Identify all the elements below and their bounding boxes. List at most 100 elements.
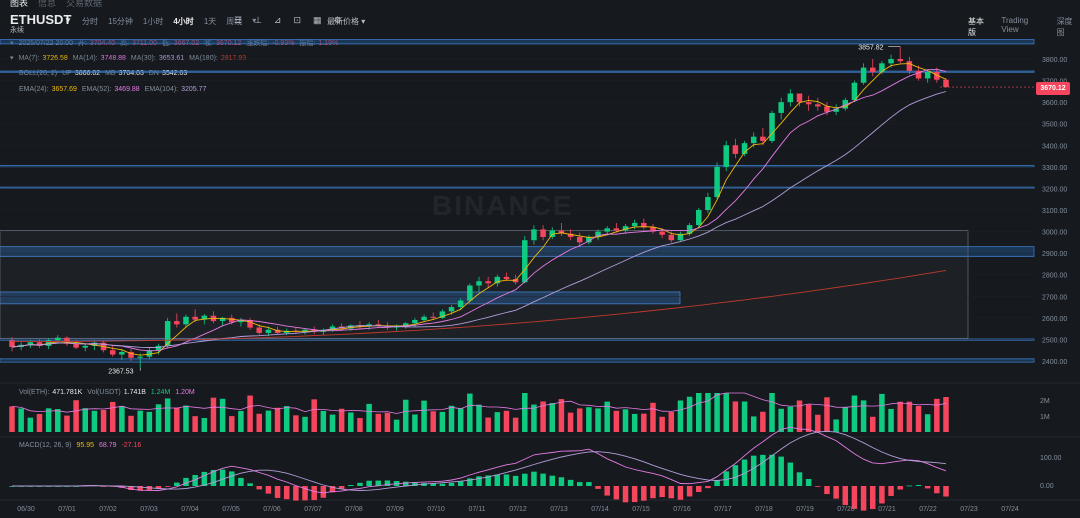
symbol-dropdown-icon[interactable]: ▼ — [64, 16, 72, 25]
interval-1h[interactable]: 1小时 — [142, 17, 164, 26]
candle-body — [869, 67, 876, 72]
interval-15m[interactable]: 15分钟 — [108, 17, 133, 26]
volume-bar — [238, 410, 244, 432]
candle-body — [494, 276, 501, 284]
fullscreen-icon[interactable]: ⊡ — [293, 15, 302, 25]
interval-1w[interactable]: 周线 — [226, 17, 243, 26]
macd-histogram-bar — [943, 486, 949, 497]
candle-body — [192, 316, 198, 320]
macd-histogram-bar — [879, 486, 885, 504]
x-tick-label: 07/20 — [837, 506, 855, 513]
candle-body — [36, 342, 43, 346]
macd-histogram-bar — [265, 486, 272, 494]
volume-bar — [146, 411, 153, 432]
candle-body — [82, 345, 89, 348]
interval-time[interactable]: 分时 — [82, 17, 98, 26]
volume-bar — [439, 411, 446, 432]
volume-bar — [109, 401, 116, 432]
volume-bar — [73, 400, 79, 432]
volume-bar — [412, 414, 418, 432]
drawing-icon[interactable]: ⊿ — [273, 15, 282, 25]
tab-info[interactable]: 信息 — [38, 0, 57, 8]
y-tick-label: 3200.00 — [1042, 186, 1067, 193]
volume-bar — [64, 415, 70, 432]
volume-bar — [36, 414, 43, 432]
candle-body — [201, 315, 208, 320]
macd-histogram-bar — [622, 486, 629, 503]
macd-histogram-bar — [741, 459, 748, 486]
interval-more-icon[interactable]: ▾ — [252, 16, 257, 25]
candle-body — [9, 340, 15, 347]
volume-bar — [293, 415, 299, 432]
macd-histogram-bar — [696, 486, 702, 493]
macd-hist-value: -27.16 — [121, 442, 142, 449]
ma14-value: 3748.88 — [100, 55, 126, 62]
x-tick-label: 07/21 — [878, 506, 896, 513]
volume-bar — [485, 417, 491, 432]
candle-body — [796, 93, 803, 103]
range-box — [0, 230, 969, 339]
candle-body — [696, 210, 702, 226]
indicator-icon[interactable]: ☰ — [234, 15, 243, 25]
chart-type-icon[interactable]: ⊥ — [254, 15, 262, 25]
macd-histogram-bar — [668, 486, 675, 499]
candle-body — [595, 231, 601, 237]
macd-histogram-bar — [522, 473, 528, 486]
compare-icon[interactable]: ▦ — [313, 15, 322, 25]
settings-gear-icon[interactable]: ⚙ — [333, 15, 342, 25]
ma-toggle-icon[interactable]: ▾ — [10, 55, 14, 62]
candle-body — [604, 228, 610, 232]
macd-histogram-bar — [439, 483, 446, 486]
macd-histogram-bar — [320, 486, 327, 498]
candle-body — [302, 329, 308, 332]
volume-bar — [91, 410, 98, 432]
macd-histogram-bar — [659, 486, 665, 498]
support-resistance-zone — [0, 165, 1035, 168]
price-type-label: 最新价格 — [327, 17, 359, 26]
tab-chart[interactable]: 图表 — [10, 0, 29, 8]
x-tick-label: 07/08 — [345, 506, 363, 513]
view-depth[interactable]: 深度图 — [1056, 17, 1073, 37]
candle-body — [73, 343, 79, 348]
volume-bar — [457, 408, 464, 432]
high-annotation: 3857.82 — [858, 45, 883, 52]
y-tick-label: 3400.00 — [1042, 143, 1067, 150]
macd-histogram-bar — [430, 483, 436, 486]
view-basic[interactable]: 基本版 — [968, 17, 984, 37]
macd-y-label: 100.00 — [1040, 455, 1062, 462]
candle-body — [723, 145, 729, 167]
volume-bar — [906, 401, 913, 432]
macd-histogram-bar — [183, 477, 189, 486]
view-tradingview[interactable]: Trading View — [1001, 16, 1029, 34]
x-tick-label: 07/18 — [755, 506, 773, 513]
boll-up-label: UP — [62, 70, 72, 77]
price-chart[interactable]: 2400.00 2500.00 2600.00 2700.00 2800.00 2900.… — [0, 34, 1080, 518]
top-bar: 图表 信息 交易数据 ETHUSDT ▼ 永续 分时 15分钟 1小时 4小时 … — [0, 0, 1080, 37]
price-type-select[interactable]: 最新价格 ▾ — [327, 17, 366, 26]
candle-body — [348, 325, 354, 329]
macd-histogram-bar — [531, 471, 537, 486]
ema52-label: EMA(52): — [81, 86, 112, 93]
candle-body — [860, 67, 867, 83]
ma180-value: 2817.93 — [220, 55, 247, 62]
tab-trading-data[interactable]: 交易数据 — [66, 0, 103, 8]
volume-bar — [503, 410, 510, 432]
volume-bar — [549, 403, 556, 432]
candle-body — [787, 93, 794, 103]
macd-y-label: 0.00 — [1040, 483, 1054, 490]
symbol-title[interactable]: ETHUSDT — [10, 12, 72, 27]
macd-histogram-bar — [512, 475, 519, 486]
candle-body — [247, 320, 253, 328]
volume-bar — [622, 409, 629, 432]
interval-4h[interactable]: 4小时 — [173, 17, 194, 26]
interval-1d[interactable]: 1天 — [203, 17, 217, 26]
macd-histogram-bar — [604, 486, 610, 496]
candle-body — [879, 63, 885, 72]
volume-bar — [357, 418, 363, 432]
y-tick-label: 3600.00 — [1042, 100, 1067, 107]
volume-bar — [888, 408, 894, 432]
candle-body — [109, 350, 116, 355]
volume-bar — [320, 410, 327, 432]
candle-body — [421, 316, 427, 321]
volume-bar — [787, 406, 794, 432]
